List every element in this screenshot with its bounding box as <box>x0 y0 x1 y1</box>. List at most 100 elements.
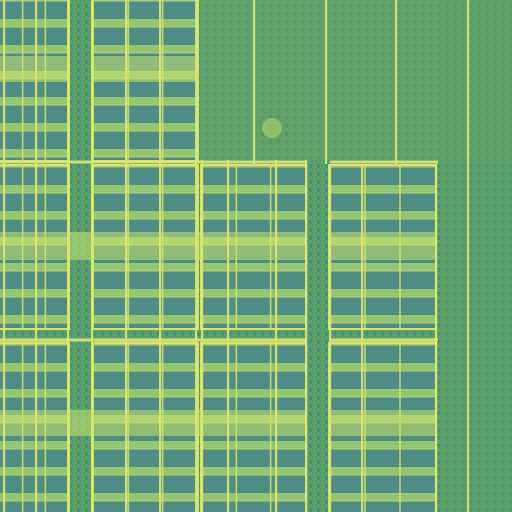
horizontal-service-line <box>0 160 306 164</box>
panel-row-band <box>202 185 305 192</box>
panel-row-band <box>94 467 197 474</box>
vertical-service-line <box>195 0 198 512</box>
panel-row-band <box>330 441 435 448</box>
panel-row-band <box>0 441 68 448</box>
panel-row-edge <box>0 192 68 194</box>
panel-row-edge <box>330 166 435 168</box>
panel-row-edge <box>330 448 435 450</box>
panel-row-band <box>0 19 68 26</box>
solar-panel-groups <box>0 0 437 512</box>
panel-row-edge <box>0 166 68 168</box>
vertical-service-line <box>467 0 470 512</box>
panel-row-edge <box>94 218 197 220</box>
panel-row-band <box>330 211 435 218</box>
vertical-service-line <box>227 160 230 512</box>
panel-row-band <box>202 441 305 448</box>
panel-row-edge <box>0 344 68 346</box>
panel-row-band <box>330 315 435 322</box>
sunlit-band-middle-left <box>0 232 305 260</box>
panel-row-edge <box>0 130 68 132</box>
panel-row-band <box>0 467 68 474</box>
panel-row-band <box>0 315 68 322</box>
vertical-service-line <box>91 0 94 512</box>
panel-row-edge <box>202 474 305 476</box>
panel-row-band <box>0 493 68 500</box>
panel-row-band <box>94 123 197 130</box>
vertical-service-line <box>201 160 204 512</box>
panel-row-band <box>0 363 68 370</box>
panel-row-band <box>330 185 435 192</box>
panel-row-edge <box>94 166 197 168</box>
panel-row-edge <box>330 296 435 298</box>
sunlit-band-middle-right <box>330 232 435 260</box>
panel-row-band <box>94 389 197 396</box>
panel-row-edge <box>0 270 68 272</box>
panel-row-band <box>202 467 305 474</box>
sunlit-band-upper-left-a <box>0 56 68 82</box>
panel-row-band <box>202 493 305 500</box>
vertical-service-line <box>253 0 256 164</box>
panel-row-band <box>202 289 305 296</box>
panel-row-band <box>330 389 435 396</box>
sunlit-band-lower-left <box>0 410 305 436</box>
panel-row-edge <box>94 192 197 194</box>
panel-row-band <box>94 149 197 156</box>
panel-row-edge <box>202 344 305 346</box>
panel-row-band <box>0 97 68 104</box>
vertical-service-line <box>67 0 70 512</box>
panel-row-edge <box>0 296 68 298</box>
panel-row-band <box>94 289 197 296</box>
panel-row-edge <box>202 448 305 450</box>
panel-row-edge <box>0 448 68 450</box>
panel-row-band <box>0 45 68 52</box>
panel-column-upper-left-b <box>92 0 199 182</box>
panel-row-band <box>330 263 435 270</box>
panel-row-band <box>0 185 68 192</box>
sunlit-band-upper-left-b <box>94 56 197 82</box>
panel-row-band <box>94 211 197 218</box>
panel-row-edge <box>202 396 305 398</box>
panel-row-band <box>94 185 197 192</box>
panel-row-edge <box>202 192 305 194</box>
bright-grass-spot <box>262 118 282 138</box>
panel-row-edge <box>202 270 305 272</box>
panel-row-edge <box>202 370 305 372</box>
panel-row-band <box>0 289 68 296</box>
panel-row-edge <box>202 296 305 298</box>
vertical-service-line <box>125 0 128 512</box>
grass-strip-far-right <box>440 0 512 512</box>
panel-row-edge <box>202 218 305 220</box>
panel-row-edge <box>330 192 435 194</box>
vertical-service-line <box>435 164 438 512</box>
panel-row-band <box>202 363 305 370</box>
service-path-lines <box>0 0 470 512</box>
vertical-service-line <box>395 0 398 164</box>
sunlit-band-lower-right <box>330 410 435 436</box>
vertical-service-line <box>329 164 332 512</box>
panel-column-upper-left-a <box>0 0 70 182</box>
panel-row-band <box>330 289 435 296</box>
panel-row-edge <box>94 474 197 476</box>
vertical-service-line <box>305 160 308 512</box>
panel-row-edge <box>94 52 197 54</box>
panel-row-edge <box>330 218 435 220</box>
panel-row-band <box>0 149 68 156</box>
panel-row-edge <box>94 396 197 398</box>
panel-row-edge <box>202 322 305 324</box>
panel-row-edge <box>202 500 305 502</box>
panel-row-band <box>0 123 68 130</box>
panel-row-edge <box>0 156 68 158</box>
panel-row-edge <box>94 344 197 346</box>
panel-row-band <box>94 363 197 370</box>
panel-row-band <box>0 389 68 396</box>
panel-row-band <box>202 315 305 322</box>
panel-row-edge <box>94 270 197 272</box>
panel-row-band <box>94 97 197 104</box>
vertical-service-line <box>159 0 162 512</box>
panel-row-edge <box>330 396 435 398</box>
panel-row-edge <box>0 322 68 324</box>
panel-row-band <box>330 363 435 370</box>
panel-row-edge <box>330 474 435 476</box>
